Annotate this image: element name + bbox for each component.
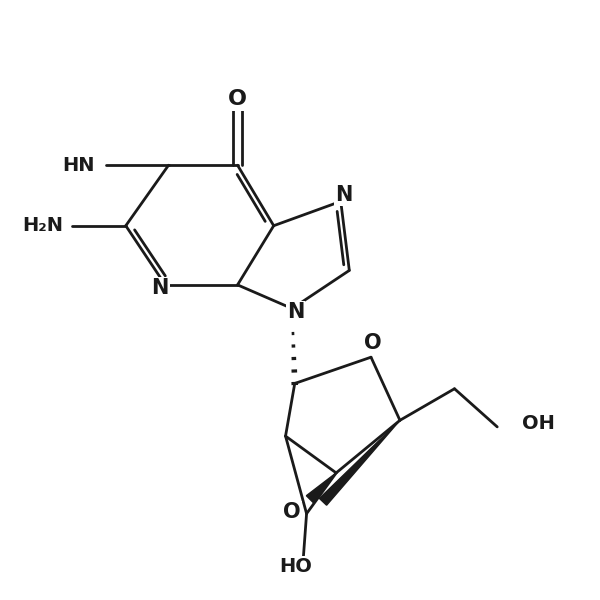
Text: N: N — [335, 185, 353, 205]
Polygon shape — [319, 421, 400, 505]
Text: H₂N: H₂N — [22, 216, 64, 235]
Text: N: N — [287, 302, 304, 322]
Text: O: O — [364, 333, 381, 353]
Text: O: O — [283, 502, 301, 523]
Text: HO: HO — [279, 557, 312, 576]
Text: OH: OH — [522, 414, 555, 433]
Text: O: O — [228, 89, 247, 109]
Text: N: N — [151, 278, 169, 298]
Text: HN: HN — [62, 156, 95, 175]
Polygon shape — [307, 473, 336, 503]
